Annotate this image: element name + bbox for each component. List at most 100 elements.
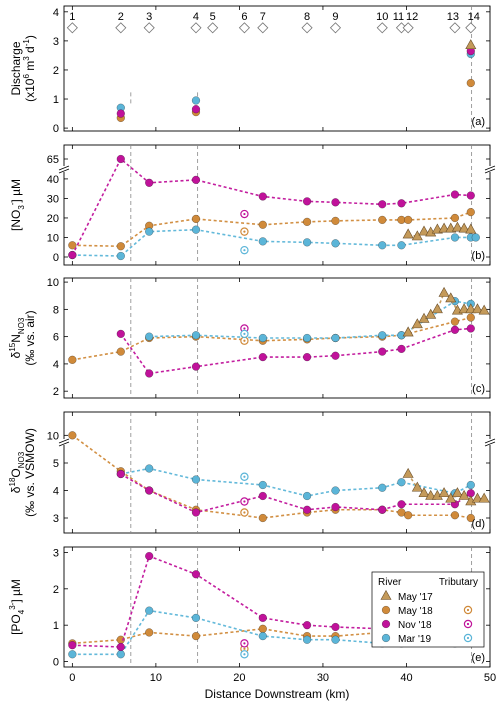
- data-point: [145, 486, 154, 495]
- y-axis-label: δ15NNO3: [8, 317, 26, 358]
- axis-break: [61, 439, 67, 445]
- data-point: [116, 347, 125, 356]
- data-point: [438, 286, 450, 297]
- site-label: 3: [146, 11, 152, 23]
- data-point: [411, 481, 423, 492]
- series: [402, 467, 490, 506]
- data-point: [397, 508, 406, 517]
- site-label: 6: [241, 11, 247, 23]
- site-marker: [329, 22, 342, 34]
- data-point: [145, 332, 154, 341]
- data-point: [466, 191, 475, 200]
- data-point: [302, 635, 312, 644]
- data-point: [451, 221, 463, 232]
- data-point: [145, 369, 154, 378]
- y-tick-label: 40: [47, 174, 59, 186]
- plot-frame: [63, 546, 491, 668]
- data-point: [145, 606, 154, 615]
- data-point: [378, 483, 387, 492]
- y-tick-label: 3: [53, 36, 59, 48]
- data-point: [378, 331, 387, 340]
- series-line: [120, 467, 472, 497]
- y-axis-label: δ18ONO3: [8, 451, 26, 493]
- y-axis-label: Discharge: [9, 41, 23, 95]
- series: [465, 39, 477, 50]
- data-point: [466, 78, 475, 88]
- data-point: [471, 492, 483, 503]
- x-tick-label: 50: [484, 672, 496, 684]
- data-point: [397, 478, 406, 487]
- y-tick-label: 4: [53, 359, 59, 371]
- x-tick-label: 40: [400, 672, 412, 684]
- data-point: [191, 214, 201, 224]
- site-label: 13: [447, 11, 459, 23]
- axis-break-mark: [484, 438, 496, 444]
- series: [402, 286, 490, 337]
- data-point: [191, 508, 201, 517]
- data-point: [258, 631, 267, 641]
- data-point: [258, 491, 267, 501]
- tributary-point: [240, 329, 249, 339]
- y-tick-label: 4: [53, 7, 59, 19]
- x-tick-label: 30: [317, 672, 329, 684]
- data-point: [402, 326, 414, 337]
- series-line: [72, 211, 472, 248]
- data-point: [258, 513, 267, 523]
- axis-break: [487, 166, 493, 172]
- series: [116, 46, 475, 118]
- y-tick-label: 3: [53, 513, 59, 525]
- data-point: [458, 303, 470, 314]
- data-point: [402, 228, 414, 239]
- y-tick-label: 2: [53, 584, 59, 596]
- x-tick-label: 0: [69, 672, 75, 684]
- data-point: [378, 200, 387, 209]
- site-marker: [190, 22, 202, 34]
- legend-tributary-marker: [463, 619, 473, 629]
- x-tick-label: 20: [233, 672, 245, 684]
- site-marker: [402, 22, 414, 34]
- data-point: [68, 650, 77, 659]
- data-point: [466, 207, 475, 217]
- data-point: [331, 198, 340, 207]
- legend-tributary-marker: [463, 605, 473, 615]
- y-axis-label: [NO3-] µM: [8, 179, 26, 231]
- site-label: 11: [393, 11, 404, 23]
- data-point: [378, 241, 387, 250]
- series-line: [71, 157, 471, 256]
- data-point: [116, 154, 125, 164]
- data-point: [466, 324, 475, 333]
- y-tick-label: 65: [47, 154, 59, 166]
- axis-break-mark: [58, 441, 70, 447]
- data-point: [397, 199, 406, 208]
- data-point: [403, 511, 413, 520]
- site-marker: [66, 22, 78, 34]
- data-point: [191, 331, 201, 340]
- x-tick-label: 10: [150, 672, 162, 684]
- legend-marker: [381, 633, 391, 643]
- y-tick-label: 6: [53, 332, 59, 344]
- data-point: [397, 344, 406, 354]
- data-point: [465, 223, 477, 234]
- axis-break: [61, 166, 67, 172]
- tributary-point: [240, 472, 249, 481]
- site-label: 4: [193, 11, 199, 23]
- plot-frame: [63, 144, 491, 266]
- series-line: [120, 327, 471, 375]
- data-point: [331, 502, 340, 512]
- data-point: [411, 318, 423, 329]
- series: [402, 221, 477, 241]
- site-marker: [301, 22, 313, 34]
- legend-marker: [381, 605, 391, 615]
- tributary-point: [240, 245, 249, 255]
- data-point: [302, 217, 312, 227]
- data-point: [397, 500, 406, 509]
- tributary-point: [240, 497, 249, 506]
- series-line: [72, 620, 471, 645]
- data-point: [302, 197, 312, 206]
- data-point: [451, 487, 463, 498]
- data-point: [478, 304, 490, 315]
- legend-header-river: River: [378, 577, 402, 588]
